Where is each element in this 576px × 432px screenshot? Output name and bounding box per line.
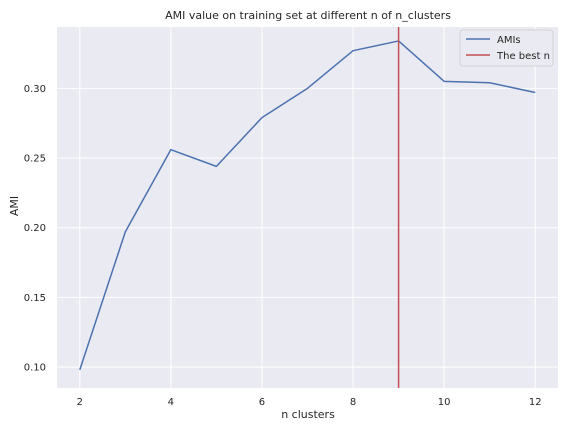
x-tick-label: 10 [438,397,451,408]
y-tick-label: 0.10 [24,363,46,374]
tick-labels: 2 4 6 8 10 12 0.10 0.15 0.20 0.25 0.30 [24,84,542,408]
y-tick-label: 0.25 [24,154,46,165]
y-tick-label: 0.20 [24,223,46,234]
plot-area [57,27,558,388]
x-tick-label: 12 [529,397,542,408]
chart-title: AMI value on training set at different n… [165,9,451,22]
x-tick-label: 8 [350,397,356,408]
x-tick-label: 4 [168,397,174,408]
legend-label-best-n: The best n [496,51,550,62]
legend-label-amis: AMIs [497,35,521,46]
y-tick-label: 0.30 [24,84,46,95]
series-layer [79,27,536,388]
y-tick-label: 0.15 [24,293,46,304]
y-axis-label: AMI [8,196,21,216]
legend: AMIs The best n [459,29,554,67]
x-tick-label: 6 [259,397,265,408]
series-line-amis [79,40,536,371]
x-tick-label: 2 [77,397,83,408]
x-axis-label: n clusters [281,408,335,421]
grid [57,27,558,388]
